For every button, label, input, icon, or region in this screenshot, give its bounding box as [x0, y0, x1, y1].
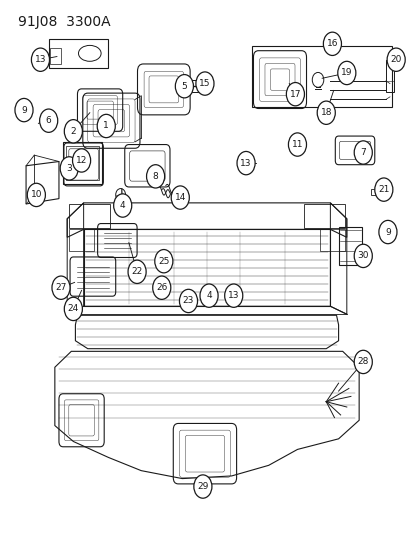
Text: 27: 27: [55, 283, 66, 292]
Circle shape: [237, 151, 254, 175]
Circle shape: [354, 141, 371, 164]
Text: 16: 16: [326, 39, 337, 49]
Circle shape: [179, 289, 197, 313]
Text: 8: 8: [152, 172, 158, 181]
Bar: [252, 46, 391, 108]
Text: 14: 14: [174, 193, 185, 202]
Circle shape: [31, 48, 50, 71]
Bar: [294, 140, 301, 148]
Circle shape: [72, 149, 90, 172]
Bar: [49, 38, 108, 68]
Text: 13: 13: [240, 159, 251, 167]
Text: 4: 4: [120, 201, 125, 210]
Text: 17: 17: [289, 90, 300, 99]
Text: 4: 4: [206, 291, 211, 300]
Text: 5: 5: [181, 82, 187, 91]
Bar: [63, 142, 102, 184]
Bar: [370, 189, 380, 196]
Text: 20: 20: [389, 55, 401, 64]
Text: 3: 3: [66, 164, 72, 173]
Text: 10: 10: [31, 190, 42, 199]
Text: 15: 15: [199, 79, 210, 88]
Circle shape: [175, 75, 193, 98]
Circle shape: [195, 72, 214, 95]
Circle shape: [64, 297, 82, 320]
Circle shape: [128, 260, 146, 284]
Bar: [69, 205, 110, 228]
Circle shape: [97, 114, 115, 138]
Text: 30: 30: [357, 252, 368, 261]
Text: 19: 19: [340, 68, 352, 77]
Circle shape: [286, 83, 304, 106]
Circle shape: [27, 183, 45, 207]
Circle shape: [171, 186, 189, 209]
Text: 29: 29: [197, 482, 208, 491]
Bar: [385, 60, 393, 92]
Text: 23: 23: [183, 296, 194, 305]
Circle shape: [354, 350, 371, 374]
Text: 6: 6: [46, 116, 52, 125]
Circle shape: [199, 284, 218, 308]
Bar: [338, 227, 361, 265]
Text: 18: 18: [320, 108, 331, 117]
Circle shape: [146, 165, 164, 188]
Text: 26: 26: [156, 283, 167, 292]
Text: 7: 7: [360, 148, 365, 157]
Circle shape: [323, 32, 341, 55]
Text: 22: 22: [131, 268, 142, 276]
Bar: [50, 48, 61, 64]
Circle shape: [15, 99, 33, 122]
Circle shape: [288, 133, 306, 156]
Circle shape: [354, 244, 371, 268]
Text: 1: 1: [103, 122, 109, 131]
Circle shape: [114, 194, 131, 217]
Circle shape: [60, 157, 78, 180]
Text: 25: 25: [158, 257, 169, 265]
Circle shape: [52, 276, 70, 300]
Text: 9: 9: [384, 228, 390, 237]
Circle shape: [374, 178, 392, 201]
Bar: [66, 146, 99, 180]
Circle shape: [152, 276, 171, 300]
Circle shape: [378, 220, 396, 244]
Circle shape: [386, 48, 404, 71]
Text: 13: 13: [35, 55, 46, 64]
Text: 12: 12: [76, 156, 87, 165]
Bar: [319, 229, 344, 251]
Circle shape: [316, 101, 335, 124]
Bar: [303, 205, 344, 228]
Circle shape: [224, 284, 242, 308]
Text: 24: 24: [68, 304, 79, 313]
Circle shape: [40, 109, 57, 132]
Bar: [69, 229, 94, 251]
Text: 21: 21: [377, 185, 389, 194]
Bar: [188, 80, 199, 92]
Circle shape: [193, 475, 211, 498]
Text: 13: 13: [228, 291, 239, 300]
Circle shape: [337, 61, 355, 85]
Text: 11: 11: [291, 140, 302, 149]
Text: 28: 28: [357, 358, 368, 367]
Circle shape: [154, 249, 173, 273]
Text: 2: 2: [70, 127, 76, 136]
Circle shape: [64, 119, 82, 143]
Text: 91J08  3300A: 91J08 3300A: [18, 14, 110, 29]
Text: 9: 9: [21, 106, 27, 115]
